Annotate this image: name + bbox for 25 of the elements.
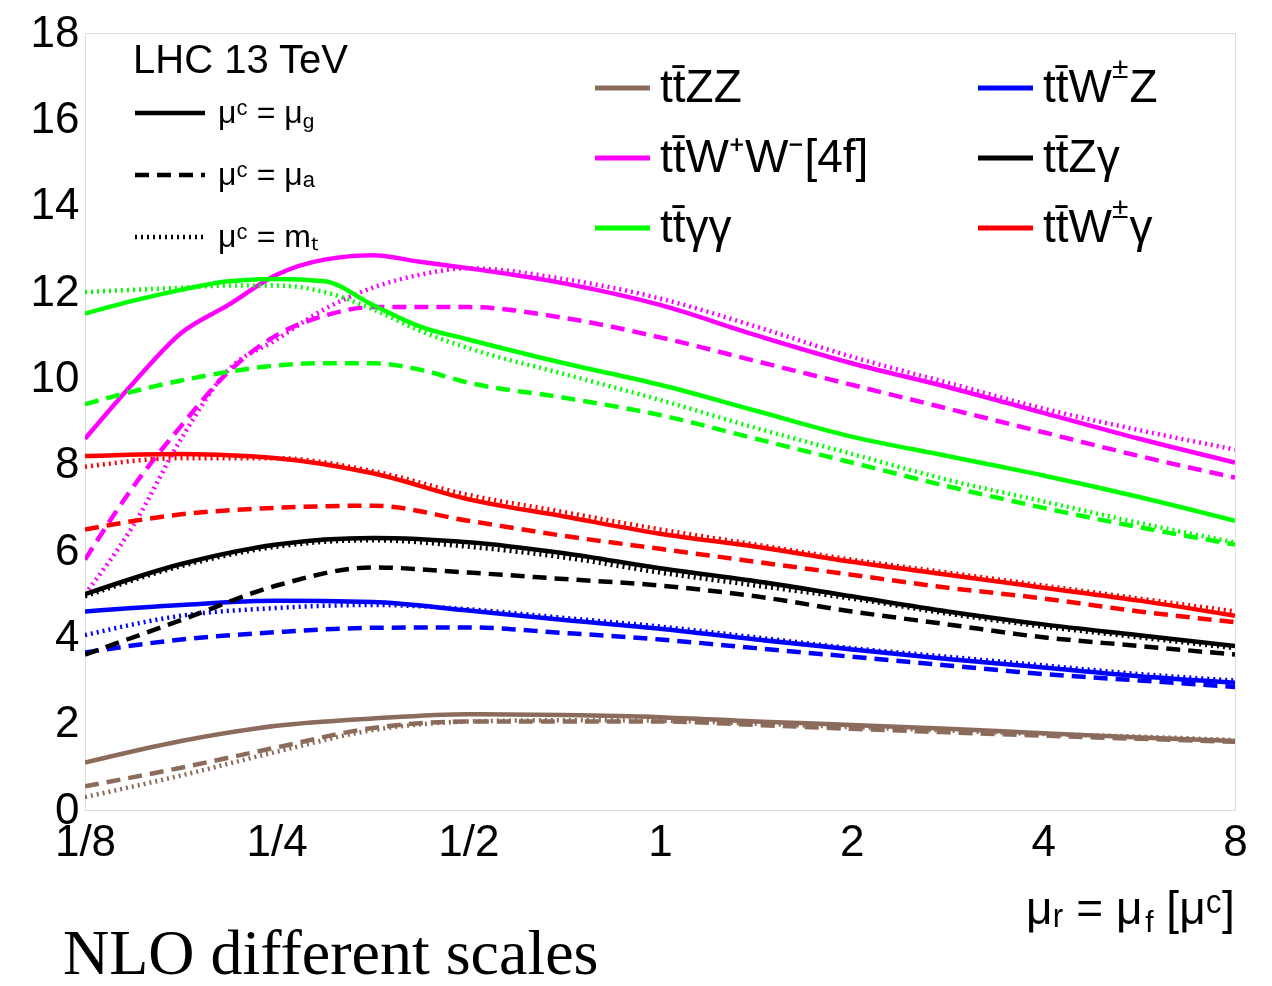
annotation: μᶜ = μₐ (218, 156, 316, 192)
annotation: LHC 13 TeV (133, 37, 349, 81)
x-tick-label: 2 (839, 815, 865, 865)
y-tick-label: 12 (30, 265, 80, 315)
legend-label: tt̄W±γ (1043, 190, 1153, 252)
legend-label: tt̄W⁺W⁻[4f] (660, 130, 869, 182)
y-tick-label: 10 (30, 351, 80, 401)
y-tick-label: 18 (30, 6, 80, 56)
text: NLO different scales (63, 917, 599, 986)
annotation: μᶜ = mₜ (218, 218, 319, 254)
y-tick-label: 6 (55, 524, 80, 574)
x-tick-label: 1 (648, 815, 673, 865)
y-tick-label: 2 (55, 697, 80, 747)
y-tick-label: 8 (55, 438, 80, 488)
legend-label: tt̄Zγ (1043, 130, 1120, 182)
x-tick-label: 8 (1223, 815, 1248, 865)
y-tick-label: 14 (30, 179, 80, 229)
x-tick-label: 4 (1031, 815, 1057, 865)
y-tick-label: 4 (55, 610, 80, 660)
y-tick-label: 16 (30, 92, 80, 142)
legend-label: tt̄ZZ (660, 60, 742, 112)
legend-label: tt̄W±Z (1043, 50, 1158, 112)
legend-label: tt̄γγ (660, 200, 732, 252)
x-tick-label: 1/2 (438, 815, 500, 865)
x-tick-label: 1/4 (246, 815, 308, 865)
